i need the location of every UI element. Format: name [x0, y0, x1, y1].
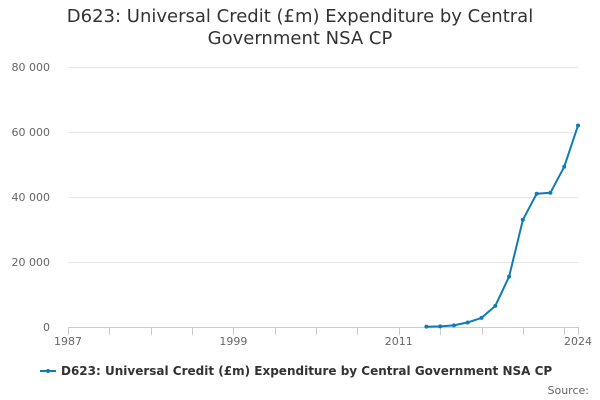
data-point[interactable] [424, 324, 429, 329]
y-tick-label: 60 000 [12, 126, 51, 139]
legend-label: D623: Universal Credit (£m) Expenditure … [61, 364, 553, 378]
legend-item[interactable]: D623: Universal Credit (£m) Expenditure … [40, 364, 552, 378]
x-axis-labels: 1987 1999 2011 2024 [54, 335, 592, 348]
y-axis-labels: 0 20 000 40 000 60 000 80 000 [12, 61, 51, 334]
chart-title-line-1: D623: Universal Credit (£m) Expenditure … [66, 6, 534, 27]
x-tick-label: 1999 [219, 335, 247, 348]
x-axis [68, 327, 579, 335]
y-tick-label: 20 000 [12, 256, 51, 269]
grid-lines [68, 67, 578, 263]
data-point[interactable] [479, 315, 484, 320]
y-tick-label: 40 000 [12, 191, 51, 204]
data-point[interactable] [465, 320, 470, 325]
y-tick-label: 80 000 [12, 61, 51, 74]
series-line[interactable] [425, 124, 579, 328]
data-point[interactable] [576, 123, 580, 128]
legend-marker-icon [40, 366, 56, 376]
y-tick-label: 0 [43, 321, 50, 334]
data-point[interactable] [451, 323, 456, 328]
chart-title-line-2: Government NSA CP [207, 28, 393, 49]
x-tick-label: 2011 [385, 335, 413, 348]
data-point[interactable] [520, 217, 525, 222]
x-tick-label: 2024 [564, 335, 592, 348]
data-point[interactable] [438, 324, 443, 329]
data-point[interactable] [534, 191, 539, 196]
data-point[interactable] [548, 190, 553, 195]
chart-title: D623: Universal Credit (£m) Expenditure … [0, 6, 600, 50]
series-layer[interactable] [424, 123, 580, 329]
data-point[interactable] [562, 164, 567, 169]
data-point[interactable] [507, 274, 512, 279]
x-tick-label: 1987 [54, 335, 82, 348]
source-label: Source: [547, 384, 590, 397]
data-point[interactable] [493, 303, 498, 308]
